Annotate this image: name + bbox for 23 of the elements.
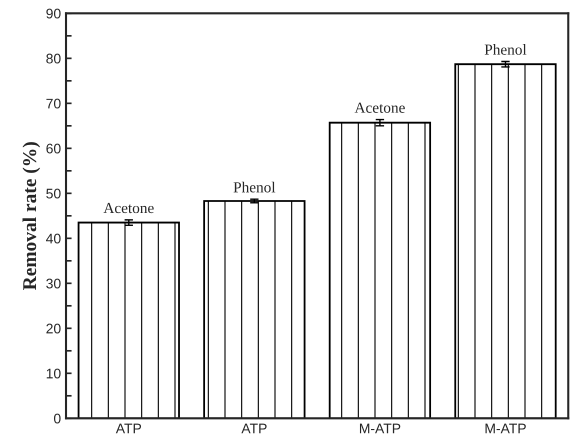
y-tick-label: 70 [46, 98, 61, 109]
annotation: Phenol [484, 44, 526, 55]
y-tick-label: 0 [54, 414, 61, 424]
y-axis-title: Removal rate (%) [22, 142, 40, 290]
annotation: Acetone [354, 102, 405, 113]
annotation: Phenol [234, 182, 276, 192]
y-tick-label: 80 [46, 54, 61, 64]
y-tick-label: 30 [46, 278, 61, 288]
bar [454, 63, 557, 418]
bar [78, 222, 180, 418]
x-tick-label: ATP [241, 424, 267, 434]
y-tick-label: 90 [46, 8, 61, 19]
bar [203, 200, 306, 418]
x-tick-label: M-ATP [360, 424, 400, 434]
y-tick-label: 10 [46, 368, 61, 378]
x-tick-label: ATP [116, 424, 142, 434]
y-tick-label: 20 [46, 324, 61, 334]
bar [328, 122, 432, 418]
x-tick-label: M-ATP [486, 424, 526, 434]
y-tick-label: 60 [46, 144, 61, 154]
annotation: Acetone [103, 202, 154, 214]
y-tick-label: 40 [46, 234, 61, 244]
y-tick-label: 50 [46, 188, 61, 198]
